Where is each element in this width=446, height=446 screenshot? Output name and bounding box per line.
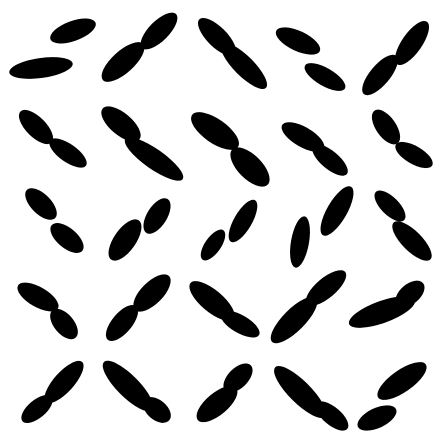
ellipse-shape <box>101 106 141 142</box>
ellipse-shape <box>50 18 96 44</box>
ellipse-shape <box>9 57 73 79</box>
ellipse-shape <box>101 42 145 82</box>
ellipse-shape <box>18 109 54 145</box>
ellipse-shape <box>49 138 87 168</box>
ellipse-shape <box>320 186 354 236</box>
ellipse-shape <box>220 42 268 90</box>
ellipse-shape <box>357 405 397 431</box>
ellipse-shape <box>362 54 398 96</box>
ellipse-shape <box>392 221 432 261</box>
ellipse-shape <box>394 20 430 66</box>
ellipse-shape <box>371 109 401 145</box>
ellipse-shape <box>191 112 239 150</box>
ellipse-shape <box>50 223 84 253</box>
ellipse-shape <box>374 190 406 222</box>
ellipse-shape <box>140 12 178 50</box>
ellipse-shape <box>305 270 347 306</box>
ellipse-shape <box>290 216 310 268</box>
ellipse-shape <box>223 363 253 393</box>
ellipse-shape <box>143 198 171 234</box>
ellipse-shape <box>275 27 321 55</box>
ellipse-shape <box>377 362 427 400</box>
ellipse-shape <box>270 296 318 344</box>
ellipse-shape <box>230 147 270 187</box>
ellipse-shape <box>124 137 184 181</box>
ellipse-shape <box>220 310 260 338</box>
ellipse-shape <box>304 63 346 91</box>
ellipse-shape <box>21 394 53 424</box>
ellipse-shape <box>281 122 325 152</box>
ellipse-shape <box>196 385 238 423</box>
ellipse-shape <box>102 360 154 412</box>
ellipse-shape <box>44 360 84 404</box>
ellipse-shape <box>25 188 57 220</box>
ellipse-shape <box>50 308 78 340</box>
ellipse-shape <box>228 199 258 243</box>
ellipse-shape <box>17 282 59 312</box>
ellipse-shape <box>105 304 139 342</box>
ellipse-shape <box>200 229 226 261</box>
ellipse-shape <box>133 274 171 312</box>
ellipse-shape <box>143 397 171 423</box>
ellipse-shape <box>395 141 433 169</box>
ellipse-shape <box>312 144 348 176</box>
ellipse-shape <box>189 281 235 321</box>
ellipse-shape <box>108 219 142 261</box>
ellipse-shape <box>274 366 326 418</box>
ellipse-shape <box>395 280 425 308</box>
ellipse-shape <box>315 401 349 431</box>
